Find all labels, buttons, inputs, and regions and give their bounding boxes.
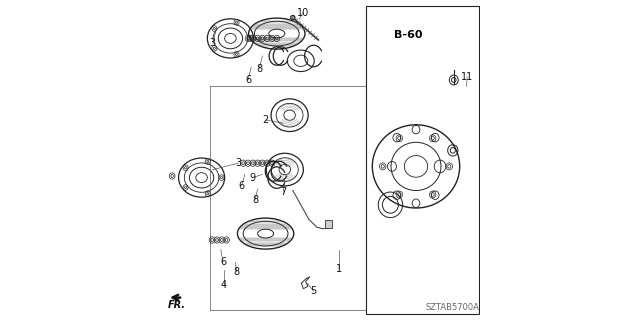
Text: SZTAB5700A: SZTAB5700A [425, 303, 479, 312]
Text: 5: 5 [310, 286, 317, 296]
Text: 8: 8 [252, 195, 258, 205]
Text: 6: 6 [245, 75, 251, 85]
Text: 8: 8 [234, 267, 240, 277]
Text: 10: 10 [297, 8, 309, 18]
Text: 7: 7 [280, 187, 286, 197]
Text: 2: 2 [262, 115, 269, 125]
Text: 8: 8 [256, 64, 262, 74]
Ellipse shape [291, 15, 295, 20]
Bar [366, 6, 479, 314]
Text: 3: 3 [210, 38, 216, 48]
Text: FR.: FR. [168, 300, 186, 310]
Text: 9: 9 [250, 172, 256, 183]
Text: 11: 11 [461, 72, 474, 82]
Bar [325, 220, 333, 228]
Text: 6: 6 [239, 180, 244, 191]
Text: 4: 4 [221, 280, 227, 290]
Text: 1: 1 [336, 264, 342, 274]
Text: 6: 6 [220, 257, 226, 268]
Text: B-60: B-60 [394, 30, 422, 40]
Text: 3: 3 [236, 158, 241, 168]
